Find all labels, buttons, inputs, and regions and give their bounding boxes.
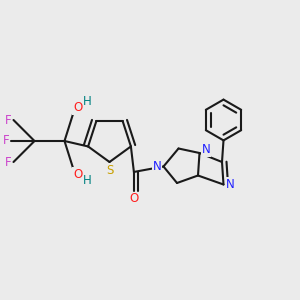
Text: F: F — [3, 134, 9, 148]
Text: F: F — [5, 113, 11, 127]
Text: F: F — [5, 155, 11, 169]
Text: O: O — [129, 193, 139, 206]
Text: O: O — [74, 168, 82, 182]
Text: S: S — [106, 164, 113, 177]
Text: H: H — [82, 94, 91, 108]
Text: N: N — [202, 143, 211, 156]
Text: N: N — [152, 160, 161, 173]
Text: O: O — [74, 100, 82, 114]
Text: N: N — [226, 178, 235, 191]
Text: H: H — [82, 174, 91, 188]
